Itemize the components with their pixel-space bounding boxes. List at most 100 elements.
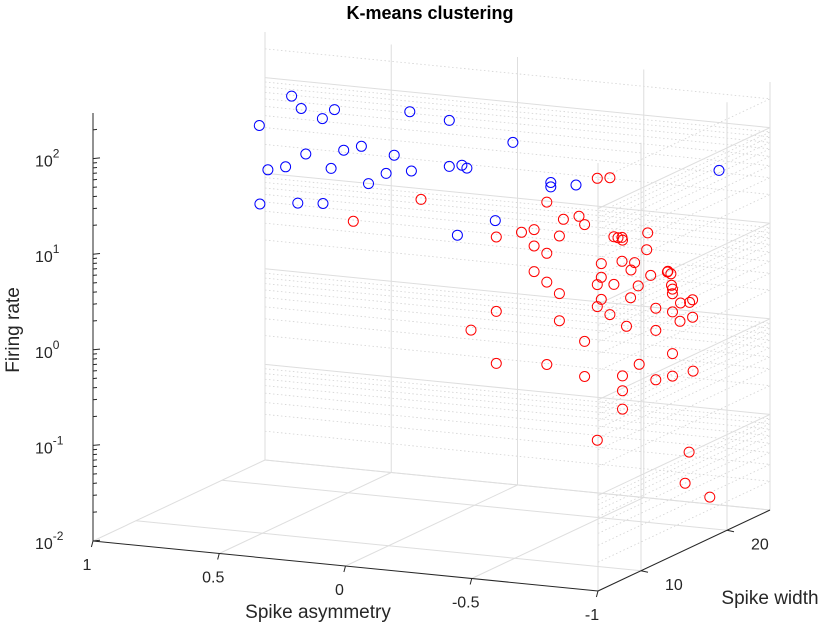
minor-grid-line — [597, 131, 771, 214]
data-point-series-2 — [667, 283, 678, 295]
x-tick-label: 0 — [335, 582, 344, 599]
data-point-series-1 — [404, 106, 416, 118]
data-point-series-2 — [490, 357, 502, 369]
data-point-series-2 — [490, 305, 502, 317]
data-point-series-2 — [553, 315, 565, 327]
minor-grid-line — [264, 201, 771, 253]
data-point-series-1 — [713, 164, 725, 176]
data-point-series-2 — [687, 365, 699, 377]
data-point-series-2 — [595, 258, 607, 270]
minor-grid-line — [597, 428, 771, 511]
x-tick-label: -0.5 — [452, 595, 480, 612]
data-point-series-1 — [300, 148, 312, 160]
minor-grid-line — [264, 222, 771, 274]
data-point-series-2 — [665, 268, 677, 280]
minor-grid-line — [264, 385, 771, 437]
data-point-series-2 — [650, 374, 662, 386]
data-point-series-2 — [612, 232, 624, 244]
minor-grid-line — [597, 148, 771, 231]
data-point-series-1 — [317, 198, 329, 209]
data-point-series-2 — [608, 278, 620, 290]
data-point-series-2 — [591, 434, 603, 446]
data-point-series-1 — [489, 215, 501, 227]
data-point-series-1 — [570, 179, 582, 191]
data-point-series-1 — [545, 181, 557, 193]
grid-layer — [92, 32, 771, 592]
z-tick-label: 10-1 — [35, 433, 64, 457]
data-point-series-2 — [528, 240, 540, 252]
minor-grid-line — [264, 194, 771, 245]
minor-grid-line — [264, 335, 771, 387]
data-point-series-1 — [405, 165, 417, 177]
data-point-series-2 — [516, 226, 527, 238]
data-point-series-2 — [704, 491, 716, 503]
x-axis-label: Spike asymmetry — [245, 602, 391, 623]
minor-grid-line — [264, 378, 771, 430]
minor-grid-line — [264, 182, 771, 233]
z-tick-exponent: 2 — [53, 147, 60, 161]
data-point-series-2 — [645, 269, 657, 281]
data-point-series-1 — [253, 120, 265, 131]
minor-grid-line — [264, 115, 771, 167]
data-point-series-1 — [338, 144, 350, 156]
data-point-series-2 — [591, 301, 603, 313]
minor-grid-line — [264, 86, 771, 138]
points-layer — [253, 90, 725, 503]
x-tick-mark — [343, 565, 346, 573]
x-tick-label: 0.5 — [202, 570, 224, 587]
data-point-series-2 — [541, 276, 553, 288]
data-point-series-1 — [292, 197, 304, 209]
data-point-series-2 — [687, 311, 699, 323]
y-axis-line — [597, 509, 771, 592]
data-point-series-2 — [591, 172, 603, 184]
x-grid-line — [345, 484, 518, 567]
data-point-series-1 — [363, 178, 374, 190]
data-point-series-2 — [666, 288, 678, 300]
data-point-series-2 — [541, 359, 553, 370]
y-grid-line — [221, 479, 728, 531]
z-tick-exponent: 1 — [53, 242, 60, 256]
minor-grid-line — [264, 306, 771, 358]
z-tick-label: 10-2 — [35, 529, 64, 553]
data-point-series-1 — [443, 160, 455, 172]
minor-grid-line — [597, 435, 771, 517]
data-point-series-2 — [415, 193, 427, 205]
minor-grid-line — [264, 297, 771, 348]
z-tick-exponent: 0 — [53, 338, 60, 352]
data-point-series-1 — [280, 161, 292, 173]
data-point-series-2 — [617, 370, 628, 382]
data-point-series-1 — [461, 162, 473, 174]
data-point-series-2 — [617, 385, 628, 397]
data-point-series-2 — [579, 371, 591, 382]
z-tick-label: 101 — [35, 242, 60, 266]
z-tick-mark — [92, 348, 101, 351]
data-point-series-2 — [604, 172, 616, 184]
data-point-series-2 — [553, 230, 565, 242]
x-tick-mark — [90, 540, 94, 548]
data-point-series-1 — [254, 198, 266, 210]
minor-grid-line — [597, 142, 771, 224]
y-tick-label: 10 — [665, 577, 683, 594]
y-grid-line — [135, 520, 642, 572]
minor-grid-line — [264, 277, 771, 329]
data-point-series-2 — [616, 255, 628, 267]
chart-title: K-means clustering — [346, 3, 513, 23]
z-tick-label: 100 — [35, 338, 60, 362]
minor-grid-line — [264, 289, 771, 341]
x-tick-label: 1 — [83, 557, 92, 574]
x-tick-mark — [595, 590, 599, 598]
minor-grid-line — [264, 239, 771, 291]
data-point-series-1 — [545, 177, 557, 188]
minor-grid-line — [264, 402, 771, 453]
data-point-series-1 — [380, 167, 392, 179]
data-point-series-2 — [684, 296, 696, 308]
data-point-series-2 — [667, 370, 678, 382]
y-tick-mark — [640, 570, 649, 573]
x-tick-mark — [217, 553, 220, 560]
data-point-series-1 — [316, 113, 328, 125]
data-point-series-2 — [557, 213, 569, 225]
minor-grid-line — [597, 333, 771, 415]
minor-grid-line — [264, 127, 771, 178]
data-point-series-1 — [443, 114, 455, 126]
